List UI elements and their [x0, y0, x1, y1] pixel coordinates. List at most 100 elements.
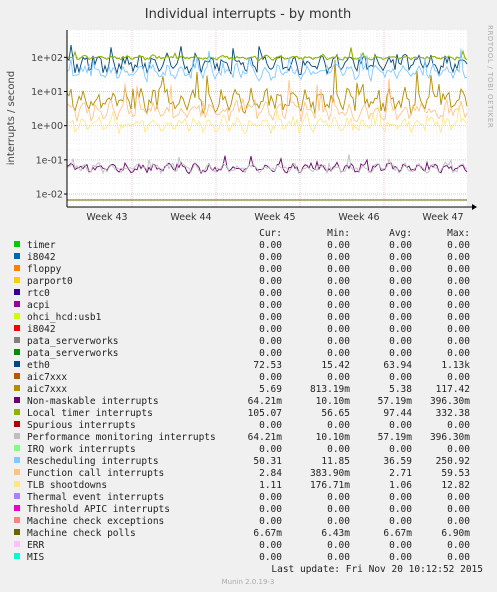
legend-min-value: 813.19m [310, 384, 350, 395]
y-axis-ticks: 1e+02 1e+01 1e+00 1e-01 1e-02 [31, 53, 67, 201]
legend-header-cur: Cur: [259, 228, 282, 239]
legend-row: eth0 72.53 15.42 63.94 1.13k [14, 360, 470, 371]
legend-cur-value: 64.21m [248, 396, 283, 407]
legend-avg-value: 36.59 [383, 456, 412, 467]
last-update: Last update: Fri Nov 20 10:12:52 2015 [271, 564, 483, 575]
legend-swatch [14, 349, 20, 355]
x-tick-label: Week 47 [422, 212, 463, 223]
legend-row: Machine check polls 6.67m 6.43m 6.67m 6.90m [14, 528, 470, 539]
legend-swatch [14, 493, 20, 499]
legend-avg-value: 0.00 [389, 312, 412, 323]
legend-row: Thermal event interrupts 0.00 0.00 0.00 0.00 [14, 492, 470, 503]
legend-max-value: 0.00 [447, 444, 470, 455]
legend-cur-value: 0.00 [259, 348, 282, 359]
legend-cur-value: 0.00 [259, 252, 282, 263]
legend-series-name: acpi [27, 300, 50, 311]
legend-max-value: 0.00 [447, 300, 470, 311]
legend-avg-value: 0.00 [389, 336, 412, 347]
legend-avg-value: 0.00 [389, 240, 412, 251]
legend-swatch [14, 361, 20, 367]
legend-avg-value: 63.94 [383, 360, 412, 371]
legend-series-name: parport0 [27, 276, 73, 287]
legend-min-value: 0.00 [327, 372, 350, 383]
legend-series-name: ERR [27, 540, 44, 551]
legend-swatch [14, 373, 20, 379]
legend-series-name: aic7xxx [27, 384, 67, 395]
legend-max-value: 117.42 [436, 384, 470, 395]
legend-swatch [14, 277, 20, 283]
legend-max-value: 332.38 [436, 408, 471, 419]
legend-min-value: 0.00 [327, 300, 350, 311]
y-tick-label: 1e-01 [36, 155, 63, 166]
legend-row: Machine check exceptions 0.00 0.00 0.00 0.00 [14, 516, 470, 527]
legend-avg-value: 0.00 [389, 264, 412, 275]
legend-series-name: TLB shootdowns [27, 480, 107, 491]
legend-max-value: 0.00 [447, 552, 470, 563]
x-tick-label: Week 45 [254, 212, 295, 223]
legend-swatch [14, 241, 20, 247]
legend-avg-value: 6.67m [383, 528, 412, 539]
legend-cur-value: 0.00 [259, 276, 282, 287]
legend-min-value: 0.00 [327, 288, 350, 299]
legend-cur-value: 1.11 [259, 480, 282, 491]
legend-max-value: 250.92 [436, 456, 470, 467]
legend-cur-value: 5.69 [259, 384, 282, 395]
legend-row: aic7xxx 5.69 813.19m 5.38 117.42 [14, 384, 470, 395]
legend-avg-value: 97.44 [383, 408, 412, 419]
legend-max-value: 1.13k [441, 360, 470, 371]
legend-avg-value: 0.00 [389, 348, 412, 359]
footer-version: Munin 2.0.19-3 [222, 578, 275, 586]
legend-series-name: pata_serverworks [27, 348, 119, 359]
legend-avg-value: 0.00 [389, 288, 412, 299]
legend-series-name: IRQ work interrupts [27, 444, 136, 455]
legend-min-value: 0.00 [327, 444, 350, 455]
x-tick-label: Week 46 [338, 212, 379, 223]
legend-max-value: 0.00 [447, 276, 470, 287]
legend-swatch [14, 253, 20, 259]
legend-cur-value: 0.00 [259, 324, 282, 335]
legend-series-name: Machine check polls [27, 528, 136, 539]
legend-avg-value: 0.00 [389, 444, 412, 455]
x-tick-label: Week 43 [86, 212, 127, 223]
legend-max-value: 0.00 [447, 492, 470, 503]
legend-avg-value: 0.00 [389, 324, 412, 335]
legend-max-value: 0.00 [447, 504, 470, 515]
legend-max-value: 0.00 [447, 336, 470, 347]
legend-series-name: Non-maskable interrupts [27, 396, 159, 407]
legend-min-value: 383.90m [310, 468, 350, 479]
legend-row: floppy 0.00 0.00 0.00 0.00 [14, 264, 470, 275]
y-tick-label: 1e-02 [36, 190, 63, 201]
legend-avg-value: 0.00 [389, 300, 412, 311]
legend-header-min: Min: [327, 228, 350, 239]
legend-swatch [14, 529, 20, 535]
legend-avg-value: 2.71 [389, 468, 412, 479]
legend-avg-value: 0.00 [389, 372, 412, 383]
series-line-non-maskable-interrupts [66, 155, 468, 175]
legend-series-name: Machine check exceptions [27, 516, 164, 527]
legend-row: Function call interrupts 2.84 383.90m 2.71 5… [14, 468, 470, 479]
legend-min-value: 0.00 [327, 240, 350, 251]
legend-min-value: 176.71m [310, 480, 350, 491]
legend-max-value: 0.00 [447, 252, 470, 263]
legend-max-value: 396.30m [430, 396, 470, 407]
legend-row: ERR 0.00 0.00 0.00 0.00 [14, 540, 470, 551]
grid [67, 30, 467, 207]
legend-series-name: Function call interrupts [27, 468, 164, 479]
legend-min-value: 0.00 [327, 324, 350, 335]
legend-min-value: 0.00 [327, 540, 350, 551]
legend-series-name: Thermal event interrupts [27, 492, 164, 503]
legend-min-value: 0.00 [327, 336, 350, 347]
legend-cur-value: 72.53 [253, 360, 282, 371]
legend-min-value: 56.65 [321, 408, 350, 419]
legend-swatch [14, 265, 20, 271]
legend-header-max: Max: [447, 228, 470, 239]
legend-series-name: pata_serverworks [27, 336, 119, 347]
legend-row: i8042 0.00 0.00 0.00 0.00 [14, 324, 470, 335]
legend-avg-value: 0.00 [389, 492, 412, 503]
legend-cur-value: 0.00 [259, 552, 282, 563]
legend-max-value: 0.00 [447, 348, 470, 359]
legend-swatch [14, 421, 20, 427]
legend-cur-value: 0.00 [259, 420, 282, 431]
x-tick-label: Week 44 [170, 212, 211, 223]
legend-row: timer 0.00 0.00 0.00 0.00 [14, 240, 470, 251]
